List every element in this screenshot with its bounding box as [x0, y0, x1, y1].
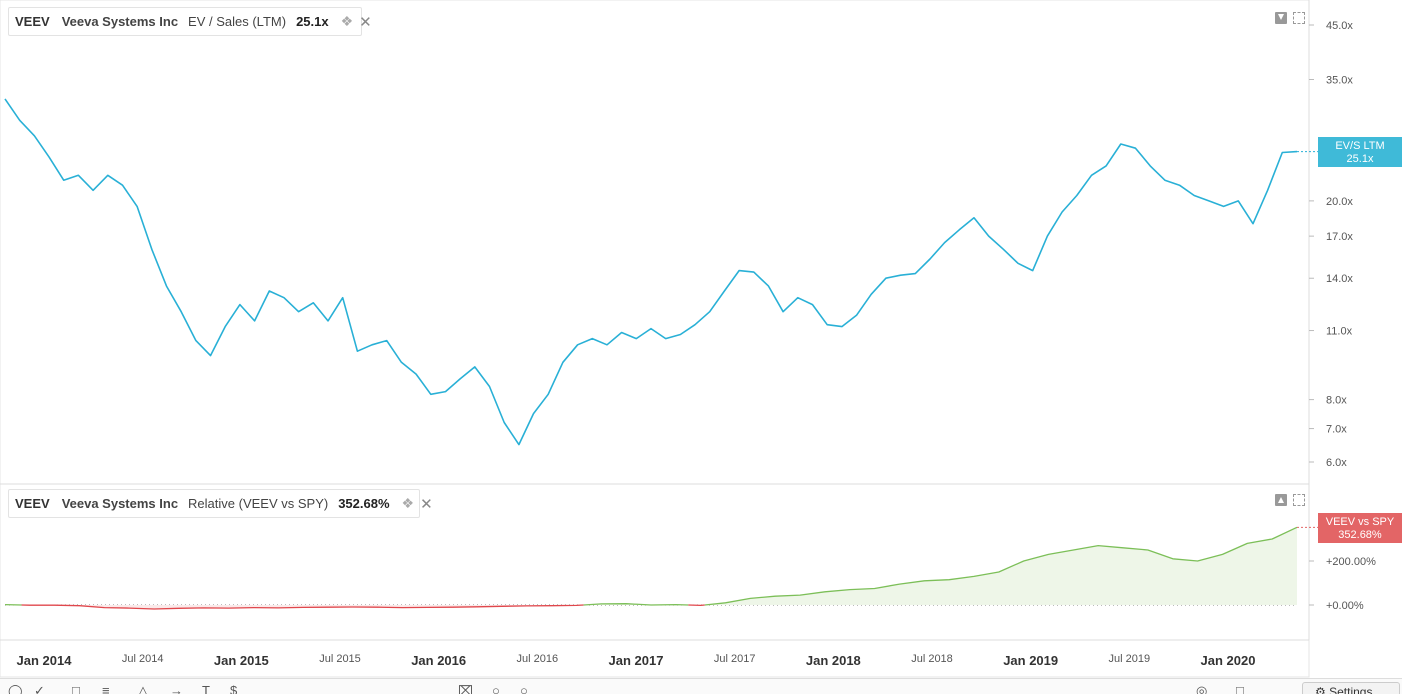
close-icon[interactable]: ✕	[420, 495, 433, 513]
metric-value: 25.1x	[296, 14, 329, 29]
x-tick-label: Jan 2014	[17, 653, 73, 668]
ev-sales-value-badge: EV/S LTM 25.1x	[1318, 137, 1402, 167]
y-tick-label: +0.00%	[1326, 600, 1364, 612]
arrow-tool-icon[interactable]: →	[170, 683, 183, 694]
shape-tool-icon[interactable]: ○	[520, 683, 528, 694]
x-axis: Jan 2014 Jul 2014 Jan 2015 Jul 2015 Jan 2016…	[0, 640, 1309, 668]
relative-value-badge: VEEV vs SPY 352.68%	[1318, 513, 1402, 543]
circle-tool-icon[interactable]: ◯	[8, 683, 23, 694]
expand-icon[interactable]	[1293, 494, 1305, 506]
bottom-pane-controls	[1275, 494, 1305, 506]
metric-label: Relative (VEEV vs SPY)	[188, 496, 328, 511]
x-tick-label: Jan 2019	[1003, 653, 1058, 668]
shape-tool-icon[interactable]: ○	[492, 683, 500, 694]
x-tick-label: Jan 2018	[806, 653, 861, 668]
trash-icon[interactable]: ⌧	[458, 683, 473, 694]
ticker-label: VEEV	[15, 496, 50, 511]
relative-legend[interactable]: VEEV Veeva Systems Inc Relative (VEEV vs…	[8, 489, 420, 518]
x-tick-label: Jul 2018	[911, 653, 953, 665]
relative-pane[interactable]: +200.00% +0.00%	[5, 527, 1376, 612]
ev-sales-line	[5, 99, 1297, 445]
move-up-icon[interactable]	[1275, 494, 1287, 506]
y-tick-label: 14.0x	[1326, 273, 1353, 285]
x-tick-label: Jan 2015	[214, 653, 269, 668]
top-pane-controls	[1275, 12, 1305, 24]
badge-value: 352.68%	[1318, 529, 1402, 542]
y-tick-label: 7.0x	[1326, 424, 1347, 436]
x-tick-label: Jul 2016	[517, 653, 559, 665]
drawing-toolbar: ◯ ✓ □ ≡ △ → T $ ⌧ ○ ○ ◎ □ ⚙ Settings	[0, 678, 1402, 694]
x-tick-label: Jan 2016	[411, 653, 466, 668]
rectangle-tool-icon[interactable]: □	[72, 683, 80, 694]
y-tick-label: +200.00%	[1326, 556, 1376, 568]
y-tick-label: 8.0x	[1326, 395, 1347, 407]
ticker-label: VEEV	[15, 14, 50, 29]
ev-sales-legend[interactable]: VEEV Veeva Systems Inc EV / Sales (LTM) …	[8, 7, 362, 36]
layers-icon[interactable]: ❖	[341, 13, 354, 30]
y-tick-label: 35.0x	[1326, 75, 1353, 87]
x-tick-label: Jul 2015	[319, 653, 361, 665]
company-name: Veeva Systems Inc	[62, 14, 178, 29]
settings-button[interactable]: ⚙ Settings	[1302, 682, 1400, 694]
target-tool-icon[interactable]: ◎	[1196, 683, 1207, 694]
company-name: Veeva Systems Inc	[62, 496, 178, 511]
y-tick-label: 11.0x	[1326, 326, 1353, 338]
save-tool-icon[interactable]: □	[1236, 683, 1244, 694]
metric-label: EV / Sales (LTM)	[188, 14, 286, 29]
price-tool-icon[interactable]: $	[230, 683, 237, 694]
layers-icon[interactable]: ❖	[402, 495, 415, 512]
metric-value: 352.68%	[338, 496, 389, 511]
close-icon[interactable]: ✕	[359, 13, 372, 31]
badge-label: EV/S LTM	[1318, 140, 1402, 153]
lines-tool-icon[interactable]: ≡	[102, 683, 110, 694]
x-tick-label: Jul 2019	[1109, 653, 1151, 665]
y-tick-label: 20.0x	[1326, 196, 1353, 208]
text-tool-icon[interactable]: T	[202, 683, 210, 694]
expand-icon[interactable]	[1293, 12, 1305, 24]
badge-label: VEEV vs SPY	[1318, 516, 1402, 529]
move-down-icon[interactable]	[1275, 12, 1287, 24]
relative-positive-area	[705, 527, 1297, 605]
x-tick-label: Jul 2014	[122, 653, 164, 665]
y-tick-label: 6.0x	[1326, 457, 1347, 469]
x-tick-label: Jan 2017	[609, 653, 664, 668]
check-tool-icon[interactable]: ✓	[34, 683, 45, 694]
y-tick-label: 17.0x	[1326, 231, 1353, 243]
x-tick-label: Jan 2020	[1201, 653, 1256, 668]
badge-value: 25.1x	[1318, 153, 1402, 166]
y-tick-label: 45.0x	[1326, 20, 1353, 32]
x-tick-label: Jul 2017	[714, 653, 756, 665]
triangle-tool-icon[interactable]: △	[138, 683, 148, 694]
